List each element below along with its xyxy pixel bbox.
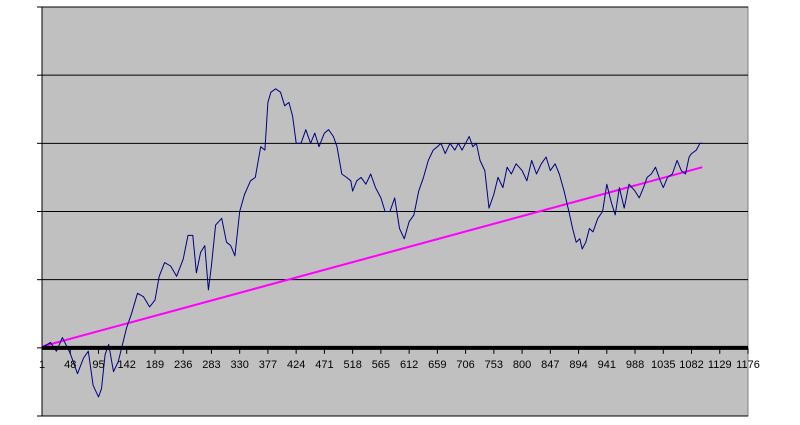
x-axis-ticks	[41, 347, 749, 354]
x-tick-label-19: 894	[569, 359, 587, 371]
y-axis-ticks	[37, 6, 42, 417]
x-tick-label-1: 48	[64, 359, 76, 371]
x-tick-label-7: 330	[231, 359, 249, 371]
main-line	[41, 88, 703, 398]
x-tick-label-3: 142	[118, 359, 136, 371]
x-tick-label-17: 800	[513, 359, 531, 371]
x-tick-label-15: 706	[456, 359, 474, 371]
x-axis-tick-labels: 1 48 95 142 189 236 283 330 377 424 471 518 565 612 65…	[39, 359, 760, 371]
x-tick-label-12: 565	[372, 359, 390, 371]
trend-line	[41, 166, 703, 348]
x-tick-label-25: 1176	[736, 359, 760, 371]
x-tick-label-6: 283	[202, 359, 220, 371]
x-tick-label-10: 471	[315, 359, 333, 371]
x-tick-label-18: 847	[541, 359, 559, 371]
gridlines	[42, 6, 748, 417]
trend-series	[41, 166, 703, 348]
x-tick-label-14: 659	[428, 359, 446, 371]
x-tick-label-11: 518	[343, 359, 361, 371]
x-tick-label-22: 1035	[651, 359, 675, 371]
x-tick-label-16: 753	[485, 359, 503, 371]
x-tick-label-9: 424	[287, 359, 305, 371]
x-tick-label-2: 95	[92, 359, 104, 371]
x-tick-label-5: 236	[174, 359, 192, 371]
x-tick-label-0: 1	[39, 359, 45, 371]
x-tick-label-23: 1082	[679, 359, 703, 371]
main-series	[41, 88, 703, 398]
x-tick-label-13: 612	[400, 359, 418, 371]
x-tick-label-20: 941	[598, 359, 616, 371]
x-tick-label-24: 1129	[708, 359, 732, 371]
x-tick-label-4: 189	[146, 359, 164, 371]
x-tick-label-8: 377	[259, 359, 277, 371]
x-tick-label-21: 988	[626, 359, 644, 371]
